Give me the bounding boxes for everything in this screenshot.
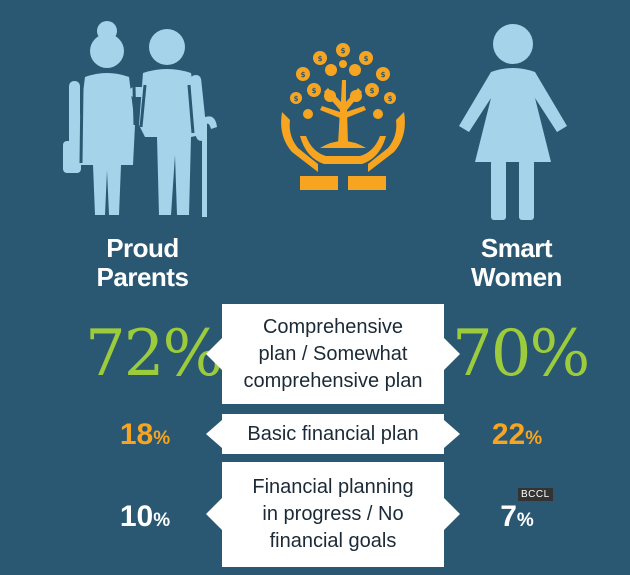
label-box-frame-2 — [206, 414, 460, 454]
label-comprehensive-plan: Comprehensive plan / Somewhat comprehens… — [222, 304, 444, 404]
women-comprehensive-pct: 70% — [452, 322, 590, 386]
smart-women-line1: Smart — [480, 233, 553, 263]
parents-basic-pct: 18% — [100, 420, 190, 454]
proud-parents-line2: Parents — [96, 262, 189, 292]
money-tree-in-hands-icon: $ $ $ $ $ $ $ $ $ — [281, 43, 405, 190]
pct-unit: % — [525, 428, 543, 449]
svg-text:$: $ — [381, 71, 386, 79]
parents-basic-value: 18 — [119, 418, 154, 451]
proud-parents-label: Proud Parents — [80, 234, 205, 292]
label-in-progress-line2: in progress / No — [262, 503, 404, 525]
smart-women-line2: Women — [471, 262, 562, 292]
pct-unit: % — [516, 510, 534, 531]
bccl-watermark: BCCL — [518, 488, 553, 501]
label-comprehensive-line1: Comprehensive — [262, 315, 404, 338]
women-basic-value: 22 — [491, 418, 526, 451]
pct-unit: % — [529, 317, 590, 391]
svg-text:$: $ — [388, 95, 393, 103]
label-in-progress-line3: financial goals — [269, 530, 397, 552]
women-comprehensive-value: 70 — [452, 317, 531, 391]
label-in-progress: Financial planning in progress / No fina… — [222, 462, 444, 567]
svg-text:$: $ — [364, 55, 369, 63]
label-comprehensive-line3: comprehensive plan — [243, 369, 423, 392]
women-inprogress-value: 7 — [500, 500, 517, 533]
woman-icon — [459, 24, 567, 220]
women-basic-pct: 22% — [472, 420, 562, 454]
svg-text:$: $ — [318, 55, 323, 63]
women-inprogress-pct: 7% — [472, 502, 562, 536]
parents-inprogress-pct: 10% — [100, 502, 190, 536]
label-in-progress-line1: Financial planning — [252, 476, 414, 498]
parents-comprehensive-value: 72 — [85, 317, 164, 391]
label-comprehensive-line2: plan / Somewhat — [258, 342, 408, 365]
svg-text:$: $ — [312, 87, 317, 95]
svg-text:$: $ — [370, 87, 375, 95]
label-box-frame-3 — [206, 462, 460, 567]
label-basic-line1: Basic financial plan — [247, 422, 419, 445]
svg-text:$: $ — [301, 71, 306, 79]
parents-inprogress-value: 10 — [119, 500, 154, 533]
pct-unit: % — [153, 428, 171, 449]
label-box-frame-1 — [206, 304, 460, 404]
svg-text:$: $ — [341, 47, 346, 55]
label-basic-plan: Basic financial plan — [222, 414, 444, 454]
elderly-couple-icon — [63, 21, 217, 217]
pct-unit: % — [153, 510, 171, 531]
proud-parents-line1: Proud — [106, 233, 179, 263]
svg-text:$: $ — [294, 95, 299, 103]
parents-comprehensive-pct: 72% — [85, 322, 223, 386]
smart-women-label: Smart Women — [454, 234, 579, 292]
